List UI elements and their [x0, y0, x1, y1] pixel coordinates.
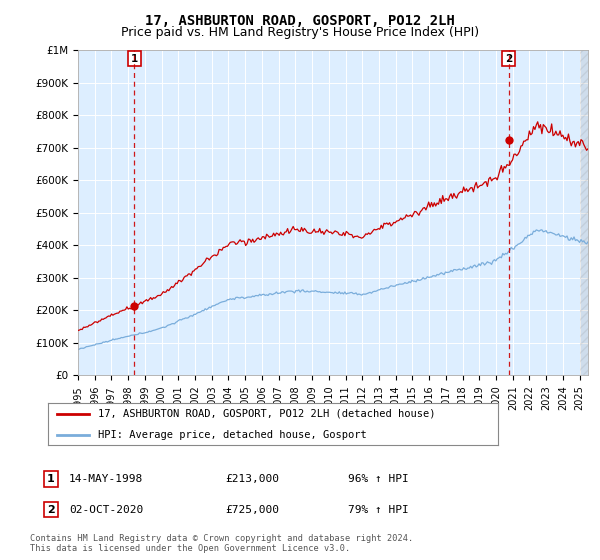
- Text: Contains HM Land Registry data © Crown copyright and database right 2024.
This d: Contains HM Land Registry data © Crown c…: [30, 534, 413, 553]
- Text: Price paid vs. HM Land Registry's House Price Index (HPI): Price paid vs. HM Land Registry's House …: [121, 26, 479, 39]
- Text: £725,000: £725,000: [225, 505, 279, 515]
- Text: 1: 1: [131, 54, 138, 63]
- Text: 14-MAY-1998: 14-MAY-1998: [69, 474, 143, 484]
- Text: 02-OCT-2020: 02-OCT-2020: [69, 505, 143, 515]
- Text: 1: 1: [47, 474, 55, 484]
- Bar: [580, 50, 588, 375]
- Text: £213,000: £213,000: [225, 474, 279, 484]
- Text: 17, ASHBURTON ROAD, GOSPORT, PO12 2LH: 17, ASHBURTON ROAD, GOSPORT, PO12 2LH: [145, 14, 455, 28]
- Text: 2: 2: [505, 54, 512, 63]
- Text: 2: 2: [47, 505, 55, 515]
- Text: 79% ↑ HPI: 79% ↑ HPI: [348, 505, 409, 515]
- Text: 17, ASHBURTON ROAD, GOSPORT, PO12 2LH (detached house): 17, ASHBURTON ROAD, GOSPORT, PO12 2LH (d…: [97, 409, 435, 419]
- Text: HPI: Average price, detached house, Gosport: HPI: Average price, detached house, Gosp…: [97, 430, 366, 440]
- Text: 96% ↑ HPI: 96% ↑ HPI: [348, 474, 409, 484]
